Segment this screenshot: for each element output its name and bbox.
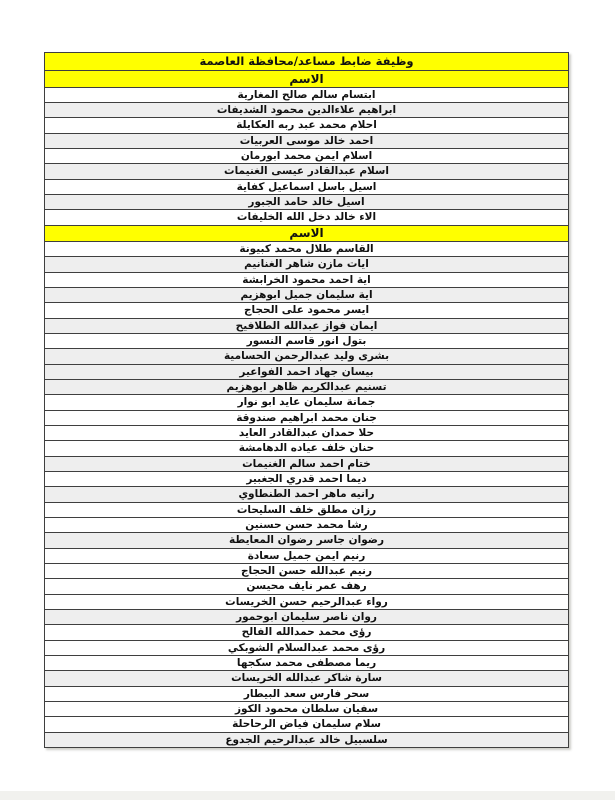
table-row: ايات مازن شاهر الغنانيم	[45, 256, 568, 272]
table-row: رؤى محمد حمدالله الفالح	[45, 624, 568, 640]
table-row: سلسبيل خالد عبدالرحيم الجدوع	[45, 731, 568, 747]
table-row: بشرى وليد عبدالرحمن الحسامية	[45, 348, 568, 364]
scan-artifact	[0, 791, 615, 800]
table-row: الاء خالد دخل الله الخليفات	[45, 209, 568, 225]
table-row: ابتسام سالم صالح المغارية	[45, 86, 568, 103]
table-row: رنيم عبدالله حسن الحجاج	[45, 563, 568, 579]
table-row: القاسم طلال محمد كبيونة	[45, 241, 568, 257]
table-row: بيسان جهاد احمد الفواعير	[45, 363, 568, 380]
table-row: تسنيم عبدالكريم ظاهر ابوهزيم	[45, 379, 568, 395]
table-row: بتول انور قاسم النسور	[45, 333, 568, 349]
table-row: سارة شاكر عبدالله الخريسات	[45, 670, 568, 686]
table-row: ختام احمد سالم الغنيمات	[45, 455, 568, 472]
table-row: اسلام ايمن محمد ابورمان	[45, 148, 568, 164]
table-row: رانيه ماهر احمد الطنطاوي	[45, 486, 568, 502]
table-row: اية سليمان جميل ابوهزيم	[45, 287, 568, 303]
table-row: اسيل خالد حامد الجبور	[45, 194, 568, 210]
column-header-row: الاسم	[45, 224, 568, 242]
table-row: سلام سليمان فياض الرحاحلة	[45, 716, 568, 732]
table-row: روان ناصر سليمان ابوحمور	[45, 609, 568, 625]
table-row: سفيان سلطان محمود الكوز	[45, 700, 568, 717]
table-row: ديما احمد قدري الجغبير	[45, 471, 568, 487]
table-row: رؤى محمد عبدالسلام الشوبكي	[45, 639, 568, 655]
table-row: ريما مصطفى محمد سكجها	[45, 654, 568, 671]
table-row: اسيل باسل اسماعيل كفاية	[45, 178, 568, 195]
table-row: رزان مطلق خلف السليحات	[45, 501, 568, 518]
table-row: ايسر محمود على الحجاج	[45, 302, 568, 318]
column-header-row: الاسم	[45, 70, 568, 87]
table-row: ابراهيم علاءالدين محمود الشديفات	[45, 102, 568, 118]
table-row: احلام محمد عبد ربه العكايلة	[45, 117, 568, 133]
table-row: جنان محمد ابراهيم صندوقة	[45, 409, 568, 426]
table-row: رواء عبدالرحيم حسن الخريسات	[45, 593, 568, 609]
table-row: حنان خلف عياده الدهامشة	[45, 440, 568, 456]
table-row: حلا حمدان عبدالقادر العايد	[45, 425, 568, 441]
table-row: جمانة سليمان عايد ابو نوار	[45, 394, 568, 410]
table-row: رهف عمر نايف محيسن	[45, 578, 568, 594]
table-row: اسلام عبدالقادر عيسى الغنيمات	[45, 163, 568, 179]
table-row: احمد خالد موسى العربيات	[45, 132, 568, 149]
table-row: رضوان جاسر رضوان المعايطة	[45, 532, 568, 548]
document-title: وظيفة ضابط مساعد/محافظة العاصمة	[45, 53, 568, 71]
table-row: اية احمد محمود الخرابشة	[45, 271, 568, 288]
table-row: سحر فارس سعد البيطار	[45, 685, 568, 701]
names-table: وظيفة ضابط مساعد/محافظة العاصمة الاسم ابت…	[44, 52, 569, 748]
table-row: رنيم ايمن جميل سعادة	[45, 547, 568, 564]
table-row: رشا محمد حسن حسنين	[45, 517, 568, 533]
table-row: ايمان فواز عبدالله الطلافيح	[45, 317, 568, 334]
